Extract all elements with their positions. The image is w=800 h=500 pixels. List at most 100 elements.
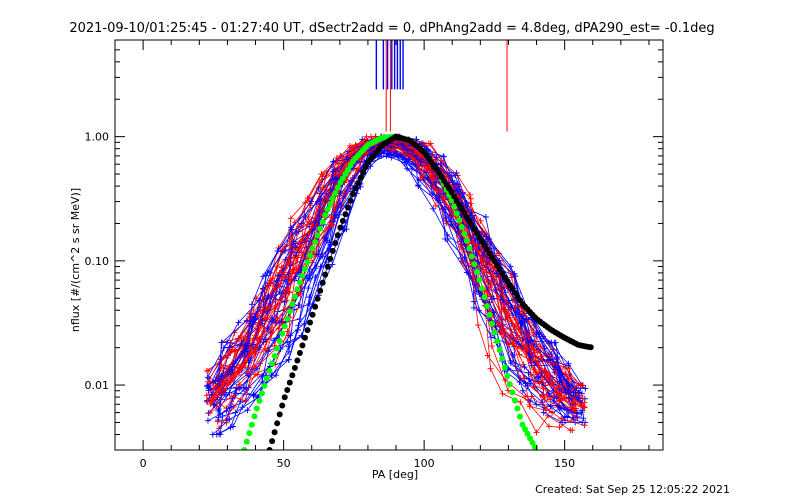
data-point-red bbox=[580, 403, 587, 410]
fit-point-black bbox=[327, 255, 334, 262]
fit-point-green bbox=[296, 279, 303, 286]
data-point-red bbox=[264, 304, 271, 311]
fit-point-black bbox=[296, 349, 303, 356]
data-group bbox=[203, 40, 594, 450]
data-point-red bbox=[245, 368, 252, 375]
fit-point-green bbox=[334, 184, 341, 191]
fit-point-black bbox=[337, 224, 344, 231]
data-point-red bbox=[487, 365, 494, 372]
data-point-blue bbox=[442, 206, 449, 213]
x-tick-label: 50 bbox=[277, 457, 291, 470]
data-point-red bbox=[228, 375, 235, 382]
data-point-red bbox=[467, 195, 474, 202]
fit-point-green bbox=[456, 217, 463, 224]
data-point-red bbox=[466, 191, 473, 198]
data-point-red bbox=[246, 313, 253, 320]
data-point-red bbox=[514, 332, 521, 339]
data-point-red bbox=[539, 393, 546, 400]
data-point-blue bbox=[565, 362, 572, 369]
fit-point-green bbox=[489, 320, 496, 327]
data-point-blue bbox=[220, 344, 227, 351]
data-point-blue bbox=[527, 398, 534, 405]
data-point-red bbox=[487, 292, 494, 299]
data-point-blue bbox=[281, 299, 288, 306]
data-point-blue bbox=[323, 259, 330, 266]
data-point-blue bbox=[232, 390, 239, 397]
fit-point-green bbox=[322, 212, 329, 219]
fit-point-green bbox=[471, 261, 478, 268]
data-point-red bbox=[264, 346, 271, 353]
data-point-blue bbox=[570, 389, 577, 396]
data-point-red bbox=[207, 399, 214, 406]
data-point-blue bbox=[533, 401, 540, 408]
data-point-blue bbox=[381, 147, 388, 154]
fit-point-green bbox=[473, 269, 480, 276]
data-point-blue bbox=[236, 385, 243, 392]
data-point-red bbox=[251, 363, 258, 370]
data-point-blue bbox=[565, 386, 572, 393]
data-point-blue bbox=[558, 371, 565, 378]
data-point-red bbox=[276, 325, 283, 332]
data-point-red bbox=[329, 221, 336, 228]
data-point-blue bbox=[306, 294, 313, 301]
data-point-red bbox=[402, 149, 409, 156]
data-point-blue bbox=[240, 384, 247, 391]
data-point-red bbox=[287, 215, 294, 222]
fit-point-green bbox=[476, 276, 483, 283]
fit-point-green bbox=[256, 397, 263, 404]
data-point-red bbox=[255, 320, 262, 327]
data-point-blue bbox=[288, 226, 295, 233]
data-point-red bbox=[443, 220, 450, 227]
data-point-blue bbox=[423, 169, 430, 176]
data-point-blue bbox=[575, 395, 582, 402]
fit-point-black bbox=[276, 411, 283, 418]
data-point-blue bbox=[223, 391, 230, 398]
data-point-red bbox=[517, 399, 524, 406]
fit-point-black bbox=[284, 386, 291, 393]
fit-point-black bbox=[362, 164, 369, 171]
data-point-blue bbox=[244, 340, 251, 347]
data-point-red bbox=[536, 380, 543, 387]
data-point-red bbox=[558, 415, 565, 422]
data-point-blue bbox=[224, 339, 231, 346]
fit-point-green bbox=[479, 285, 486, 292]
fit-point-green bbox=[319, 218, 326, 225]
data-point-red bbox=[580, 404, 587, 411]
data-point-red bbox=[348, 147, 355, 154]
fit-point-green bbox=[312, 239, 319, 246]
data-point-red bbox=[304, 221, 311, 228]
fit-point-black bbox=[324, 263, 331, 270]
axes: 0 50 100 150 0.01 0.10 1.00 bbox=[85, 39, 664, 470]
data-point-red bbox=[244, 329, 251, 336]
data-point-red bbox=[581, 422, 588, 429]
data-point-red bbox=[488, 343, 495, 350]
fit-point-green bbox=[324, 206, 331, 213]
data-point-red bbox=[392, 142, 399, 149]
fit-point-black bbox=[294, 357, 301, 364]
data-point-red bbox=[499, 390, 506, 397]
data-point-red bbox=[261, 328, 268, 335]
data-point-blue bbox=[420, 177, 427, 184]
data-point-blue bbox=[554, 402, 561, 409]
axes-frame bbox=[114, 39, 664, 451]
data-point-blue bbox=[264, 295, 271, 302]
fit-point-black bbox=[314, 295, 321, 302]
data-point-blue bbox=[259, 378, 266, 385]
data-point-red bbox=[580, 382, 587, 389]
fit-point-black bbox=[352, 185, 359, 192]
data-point-red bbox=[319, 198, 326, 205]
data-point-blue bbox=[403, 159, 410, 166]
fit-point-green bbox=[486, 311, 493, 318]
fit-point-green bbox=[269, 360, 276, 367]
data-point-blue bbox=[243, 317, 250, 324]
data-point-blue bbox=[306, 275, 313, 282]
data-point-blue bbox=[507, 263, 514, 270]
x-tick-label: 0 bbox=[140, 457, 147, 470]
data-point-red bbox=[418, 163, 425, 170]
fit-point-green bbox=[529, 439, 536, 446]
data-point-blue bbox=[226, 416, 233, 423]
data-point-blue bbox=[413, 136, 420, 143]
fit-point-black bbox=[329, 248, 336, 255]
data-point-blue bbox=[312, 219, 319, 226]
data-point-blue bbox=[507, 357, 514, 364]
